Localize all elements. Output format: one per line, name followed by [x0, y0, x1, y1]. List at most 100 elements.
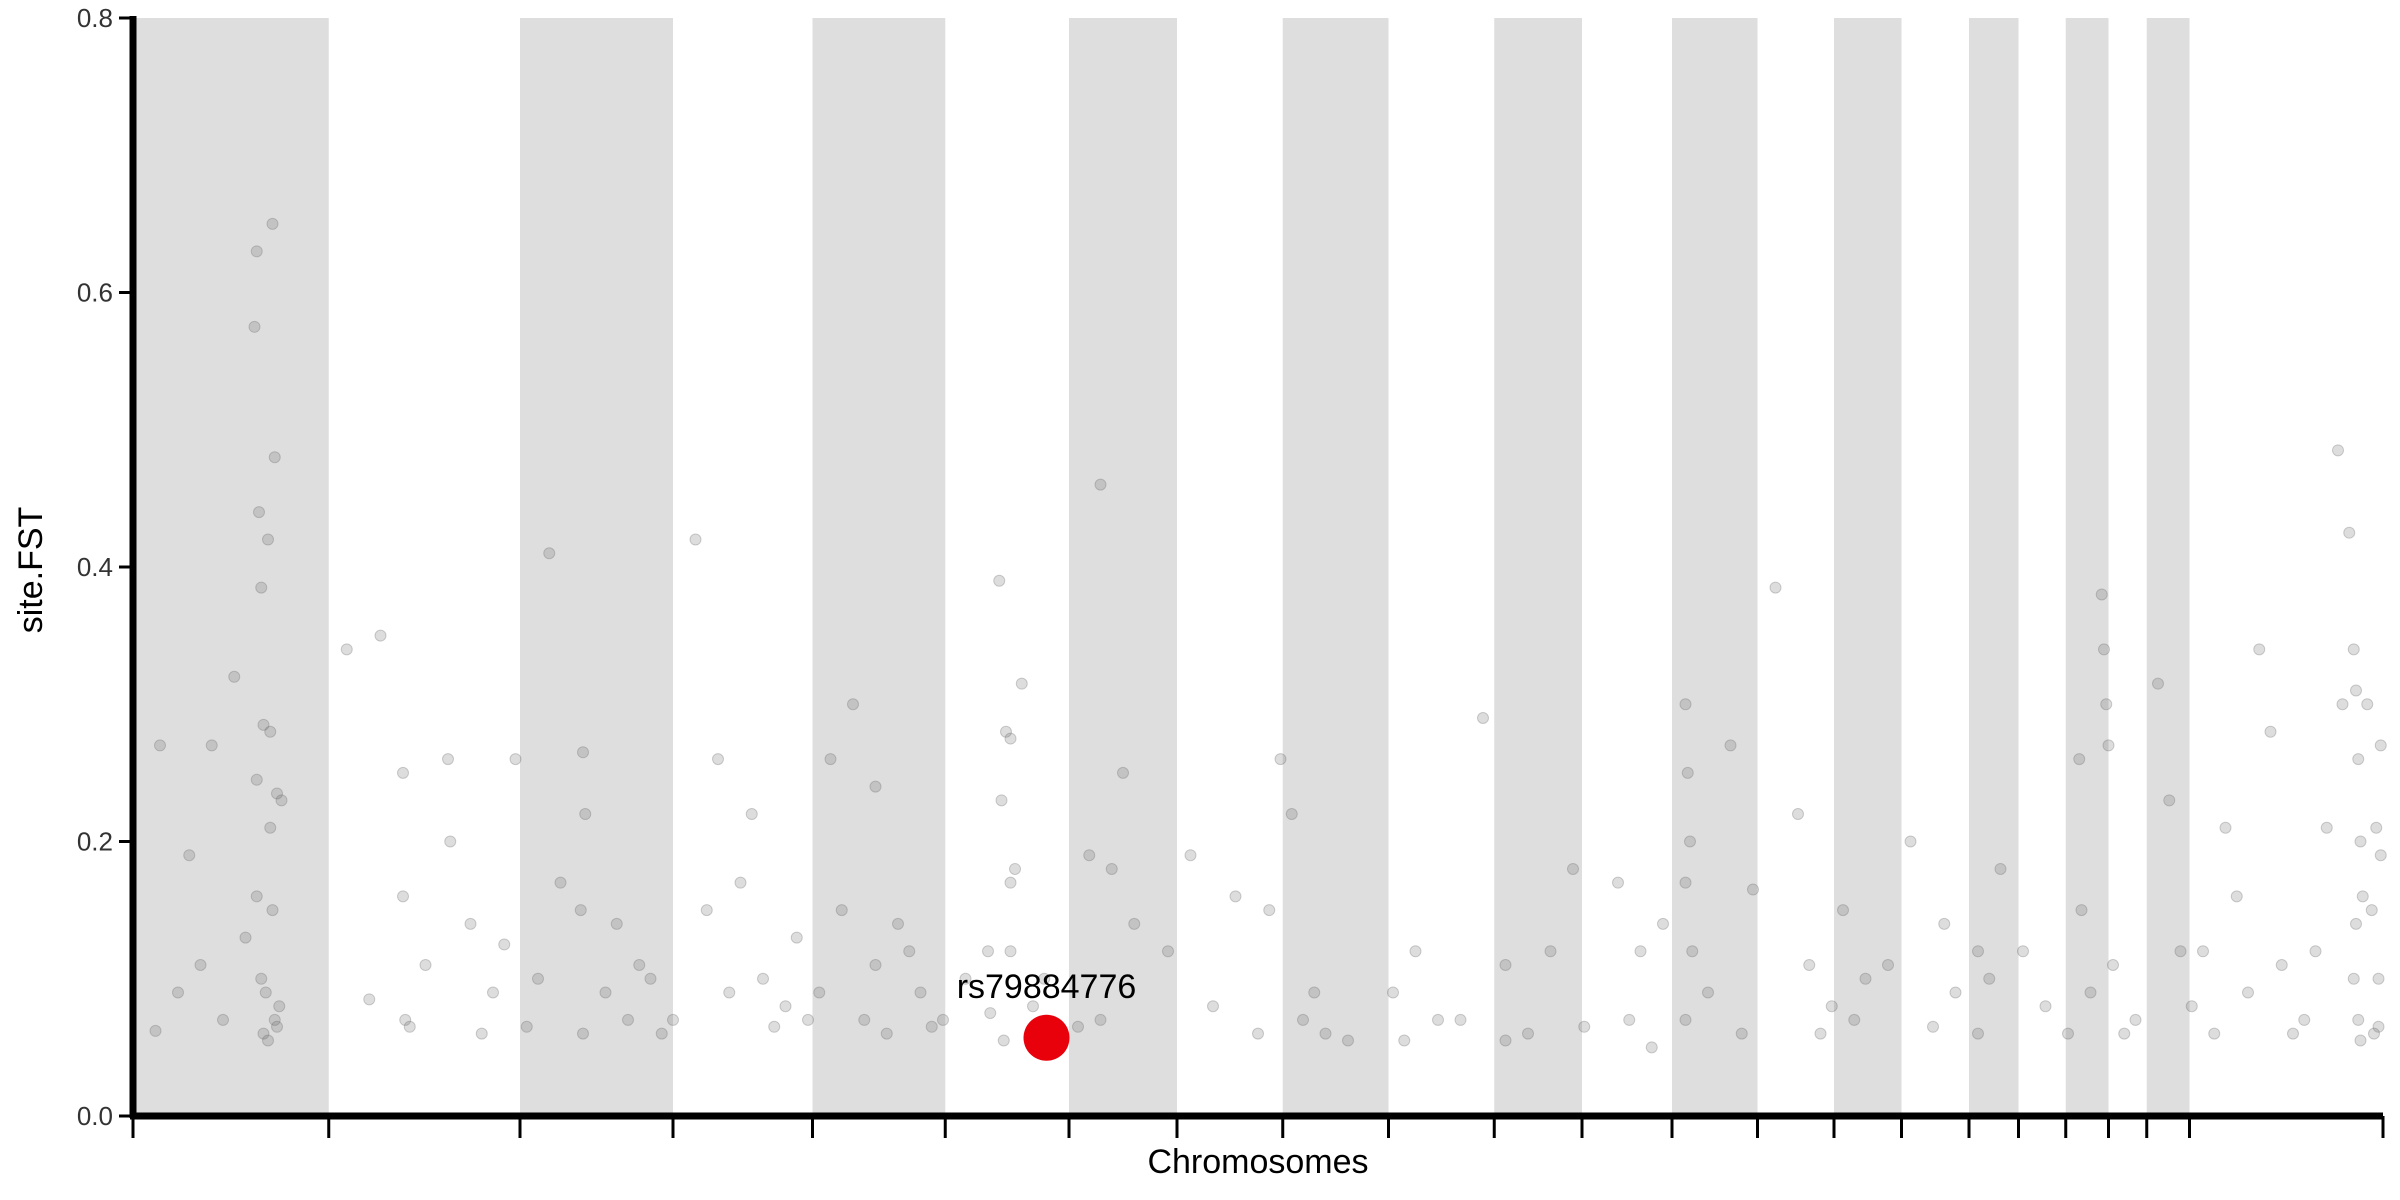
- data-point: [259, 986, 272, 999]
- data-point: [1724, 739, 1737, 752]
- data-point: [1308, 986, 1321, 999]
- data-point: [2354, 835, 2367, 848]
- highlight-point: [1023, 1014, 1070, 1061]
- x-axis-label: Chromosomes: [1147, 1143, 1368, 1181]
- data-point: [1009, 862, 1021, 875]
- data-point: [397, 890, 409, 903]
- data-point: [1938, 917, 1951, 930]
- data-point: [880, 1027, 893, 1040]
- data-point: [2372, 1020, 2385, 1033]
- data-point: [1000, 725, 1012, 738]
- data-point: [997, 1034, 1010, 1047]
- data-point: [2242, 986, 2254, 999]
- data-point: [475, 1027, 488, 1040]
- data-point: [1544, 945, 1557, 958]
- data-point: [363, 993, 376, 1006]
- data-point: [2352, 753, 2365, 766]
- data-point: [262, 1034, 274, 1047]
- data-point: [2075, 904, 2088, 917]
- data-point: [734, 876, 747, 889]
- data-point: [1105, 862, 1118, 875]
- data-point: [1684, 835, 1696, 848]
- data-point: [982, 945, 994, 958]
- y-tick-label: 0.6: [77, 278, 113, 308]
- data-point: [2062, 1027, 2074, 1040]
- data-point: [1128, 917, 1141, 930]
- data-point: [266, 904, 279, 917]
- data-point: [275, 794, 288, 807]
- data-point: [1994, 862, 2007, 875]
- data-point: [149, 1024, 162, 1037]
- data-point: [217, 1013, 229, 1026]
- data-point: [577, 1027, 589, 1040]
- data-point: [2347, 972, 2360, 985]
- data-point: [858, 1013, 871, 1026]
- data-point: [995, 794, 1008, 807]
- data-point: [228, 670, 241, 683]
- chromosome-band: [1069, 18, 1177, 1116]
- data-point: [194, 959, 207, 972]
- data-point: [1015, 677, 1028, 690]
- data-point: [1004, 876, 1017, 889]
- data-point: [250, 245, 263, 258]
- data-point: [1679, 876, 1692, 889]
- data-point: [622, 1013, 634, 1026]
- data-point: [2253, 643, 2266, 656]
- data-point: [250, 890, 263, 903]
- data-point: [1837, 904, 1849, 917]
- data-point: [903, 945, 916, 958]
- data-point: [1162, 945, 1174, 958]
- data-point: [1792, 808, 1804, 821]
- data-point: [2118, 1027, 2131, 1040]
- data-point: [2370, 821, 2383, 834]
- y-axis-label: site.FST: [12, 507, 50, 634]
- data-point: [2374, 739, 2387, 752]
- chromosome-band: [520, 18, 673, 1116]
- data-point: [498, 938, 511, 951]
- data-point: [2174, 945, 2187, 958]
- data-point: [1972, 945, 1984, 958]
- data-point: [813, 986, 826, 999]
- data-point: [2356, 890, 2369, 903]
- data-point: [1477, 711, 1489, 724]
- data-point: [2185, 1000, 2198, 1013]
- data-point: [2365, 904, 2378, 917]
- data-point: [1342, 1034, 1354, 1047]
- data-point: [268, 1013, 281, 1026]
- data-point: [2073, 753, 2086, 766]
- data-point: [264, 821, 277, 834]
- data-point: [464, 917, 477, 930]
- data-point: [255, 581, 268, 594]
- data-point: [579, 808, 592, 821]
- data-point: [723, 986, 736, 999]
- data-point: [2374, 849, 2387, 862]
- data-point: [1027, 1000, 1039, 1013]
- data-point: [520, 1020, 533, 1033]
- data-point: [271, 1020, 283, 1033]
- data-point: [1623, 1013, 1636, 1026]
- data-point: [1735, 1027, 1748, 1040]
- data-point: [2336, 698, 2349, 711]
- data-point: [1454, 1013, 1467, 1026]
- y-tick-label: 0.8: [77, 3, 113, 33]
- data-point: [543, 547, 556, 560]
- data-point: [2084, 986, 2097, 999]
- data-point: [399, 1013, 412, 1026]
- axes: 0.0 0.2 0.4 0.6 0.8: [77, 3, 2385, 1138]
- data-point: [644, 972, 657, 985]
- data-point: [509, 753, 522, 766]
- data-point: [2347, 643, 2360, 656]
- data-point: [1679, 1013, 1692, 1026]
- data-point: [1825, 1000, 1838, 1013]
- data-point: [2163, 794, 2176, 807]
- data-point: [1229, 890, 1242, 903]
- data-point: [442, 753, 454, 766]
- data-point: [172, 986, 184, 999]
- chromosome-band: [812, 18, 946, 1116]
- data-point: [1004, 945, 1017, 958]
- data-point: [1499, 959, 1512, 972]
- data-point: [745, 808, 758, 821]
- data-point: [205, 739, 218, 752]
- data-point: [264, 725, 277, 738]
- data-point: [1927, 1020, 1939, 1033]
